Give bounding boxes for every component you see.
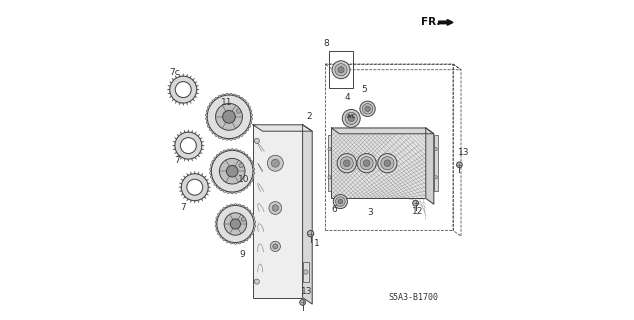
Circle shape (381, 157, 394, 170)
Circle shape (434, 176, 437, 179)
Bar (329, 51, 353, 88)
Circle shape (307, 230, 314, 237)
Circle shape (241, 217, 245, 221)
Text: 2: 2 (306, 112, 312, 121)
Text: 7: 7 (174, 156, 179, 165)
Text: 9: 9 (239, 250, 245, 259)
Circle shape (210, 149, 255, 194)
Circle shape (215, 204, 256, 244)
Polygon shape (426, 128, 434, 204)
Text: 13: 13 (458, 148, 469, 157)
Circle shape (268, 155, 283, 171)
Circle shape (360, 101, 375, 116)
Circle shape (340, 157, 353, 170)
Circle shape (224, 213, 247, 235)
Polygon shape (175, 132, 202, 159)
Polygon shape (170, 76, 197, 103)
Circle shape (365, 106, 370, 111)
Circle shape (304, 270, 308, 274)
Text: S5A3-B1700: S5A3-B1700 (388, 293, 438, 302)
Polygon shape (332, 128, 434, 134)
Circle shape (269, 202, 281, 214)
Circle shape (384, 160, 391, 166)
Circle shape (344, 160, 350, 166)
Text: A/C: A/C (347, 113, 356, 118)
Circle shape (239, 163, 243, 168)
Circle shape (236, 109, 241, 113)
Bar (328, 135, 332, 191)
Circle shape (328, 148, 331, 151)
Circle shape (456, 162, 462, 168)
Polygon shape (253, 125, 312, 131)
Text: FR.: FR. (421, 17, 440, 28)
Bar (332, 128, 426, 198)
Bar (434, 135, 437, 191)
Circle shape (332, 61, 350, 79)
Text: 10: 10 (238, 175, 250, 184)
Circle shape (333, 195, 347, 209)
Circle shape (335, 197, 345, 206)
Circle shape (271, 159, 280, 167)
Text: 6: 6 (332, 205, 337, 214)
Circle shape (216, 103, 242, 130)
Text: 12: 12 (412, 207, 424, 216)
Circle shape (219, 158, 245, 184)
Circle shape (337, 154, 356, 173)
Circle shape (363, 160, 370, 166)
Text: 5: 5 (361, 85, 367, 94)
Polygon shape (302, 125, 312, 304)
Circle shape (254, 279, 259, 284)
Text: 3: 3 (367, 208, 373, 217)
Circle shape (328, 176, 331, 179)
Bar (253, 125, 302, 298)
Text: 8: 8 (323, 39, 329, 48)
Circle shape (413, 200, 418, 206)
Circle shape (363, 104, 373, 114)
Text: 7c: 7c (169, 68, 180, 76)
Text: 1: 1 (314, 239, 320, 248)
Circle shape (226, 165, 238, 177)
Circle shape (434, 148, 437, 151)
Circle shape (205, 93, 252, 140)
Text: 11: 11 (221, 98, 233, 107)
Circle shape (360, 157, 373, 170)
Circle shape (357, 154, 376, 173)
Circle shape (223, 110, 235, 123)
Circle shape (273, 244, 278, 249)
Circle shape (348, 115, 354, 122)
Polygon shape (181, 174, 208, 201)
Text: 4: 4 (345, 93, 350, 102)
Circle shape (230, 219, 240, 229)
Circle shape (335, 64, 347, 76)
FancyArrow shape (439, 20, 453, 25)
Circle shape (254, 138, 259, 143)
Circle shape (338, 199, 343, 204)
Circle shape (345, 112, 358, 124)
Circle shape (272, 205, 278, 211)
Circle shape (342, 109, 360, 127)
Circle shape (338, 67, 344, 73)
Circle shape (300, 300, 306, 305)
Text: 13: 13 (301, 287, 313, 296)
Text: 7: 7 (180, 203, 186, 212)
Circle shape (270, 241, 280, 252)
Circle shape (378, 154, 397, 173)
Bar (302, 262, 309, 282)
